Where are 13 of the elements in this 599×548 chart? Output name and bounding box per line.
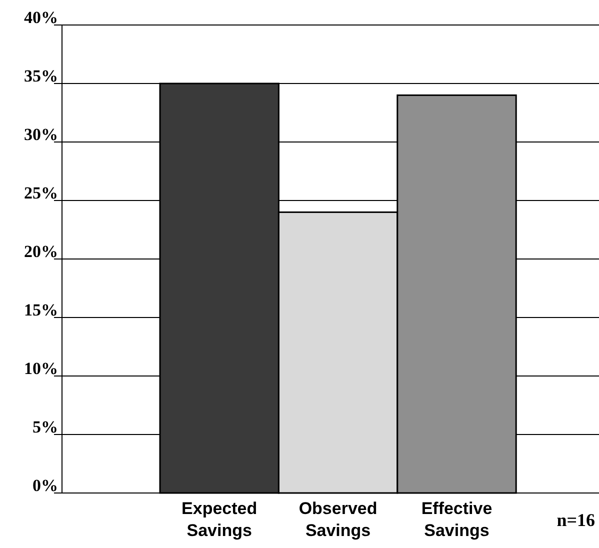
y-tick-label: 5% xyxy=(32,418,58,436)
x-tick-label: Observed Savings xyxy=(298,499,378,540)
y-tick-label: 10% xyxy=(24,359,58,378)
y-tick-label: 30% xyxy=(24,125,58,144)
y-tick-label: 0% xyxy=(32,476,58,495)
y-tick-label: 15% xyxy=(24,300,58,320)
x-tick-label: Expected Savings xyxy=(182,499,258,540)
y-tick-label: 20% xyxy=(24,242,58,261)
text: n=16 xyxy=(556,510,595,530)
x-tick-label: Effective Savings xyxy=(421,499,492,540)
y-tick-label: 35% xyxy=(24,66,58,86)
y-tick-label: 40% xyxy=(24,8,58,27)
y-tick-label: 25% xyxy=(24,184,58,202)
